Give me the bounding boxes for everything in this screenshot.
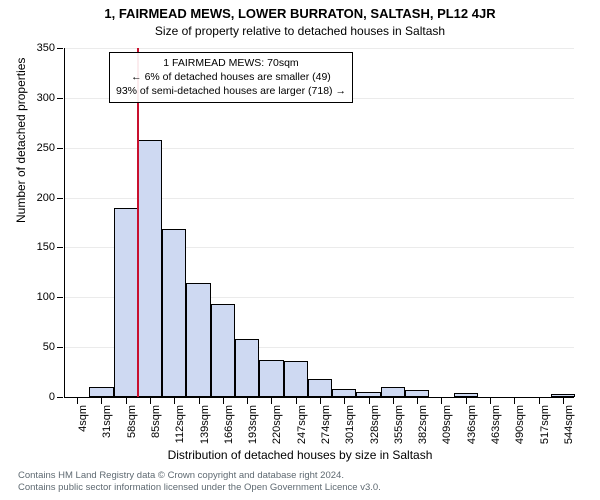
y-tick: [57, 247, 63, 248]
y-tick: [57, 397, 63, 398]
annotation-line: 1 FAIRMEAD MEWS: 70sqm: [116, 56, 346, 70]
histogram-bar: [211, 304, 235, 397]
x-tick: [539, 398, 540, 404]
histogram-bar: [308, 379, 332, 397]
histogram-bar: [381, 387, 405, 397]
x-tick: [101, 398, 102, 404]
x-tick: [199, 398, 200, 404]
x-tick: [271, 398, 272, 404]
y-tick-label: 0: [49, 391, 55, 403]
x-tick: [296, 398, 297, 404]
x-tick: [150, 398, 151, 404]
x-tick-label: 139sqm: [199, 405, 211, 444]
x-tick-label: 517sqm: [539, 405, 551, 444]
x-tick: [77, 398, 78, 404]
x-tick-label: 58sqm: [126, 405, 138, 438]
histogram-bar: [454, 393, 478, 397]
x-tick-label: 490sqm: [514, 405, 526, 444]
y-tick-label: 300: [37, 92, 55, 104]
y-tick: [57, 148, 63, 149]
x-tick-label: 328sqm: [369, 405, 381, 444]
x-tick-label: 220sqm: [271, 405, 283, 444]
y-tick: [57, 347, 63, 348]
y-tick-label: 200: [37, 192, 55, 204]
x-tick: [393, 398, 394, 404]
histogram-bar: [259, 360, 283, 397]
x-tick: [369, 398, 370, 404]
x-tick: [466, 398, 467, 404]
footer-line: Contains HM Land Registry data © Crown c…: [18, 470, 381, 482]
x-tick-label: 409sqm: [441, 405, 453, 444]
y-tick: [57, 198, 63, 199]
plot-area: 0501001502002503003504sqm31sqm58sqm85sqm…: [64, 48, 574, 398]
x-tick: [344, 398, 345, 404]
page-title: 1, FAIRMEAD MEWS, LOWER BURRATON, SALTAS…: [0, 6, 600, 21]
x-tick: [441, 398, 442, 404]
x-tick: [563, 398, 564, 404]
histogram-bar: [186, 283, 210, 397]
annotation-line: 93% of semi-detached houses are larger (…: [116, 84, 346, 98]
chart-container: 1, FAIRMEAD MEWS, LOWER BURRATON, SALTAS…: [0, 0, 600, 500]
x-tick-label: 355sqm: [393, 405, 405, 444]
histogram-bar: [235, 339, 259, 397]
x-tick-label: 274sqm: [320, 405, 332, 444]
histogram-bar: [89, 387, 113, 397]
x-tick: [174, 398, 175, 404]
x-tick-label: 463sqm: [490, 405, 502, 444]
y-tick-label: 350: [37, 42, 55, 54]
annotation-line: ← 6% of detached houses are smaller (49): [116, 70, 346, 84]
x-tick-label: 436sqm: [466, 405, 478, 444]
footer: Contains HM Land Registry data © Crown c…: [18, 470, 381, 494]
x-tick: [514, 398, 515, 404]
x-tick: [247, 398, 248, 404]
x-tick: [223, 398, 224, 404]
x-tick-label: 4sqm: [77, 405, 89, 432]
x-tick-label: 112sqm: [174, 405, 186, 443]
y-tick-label: 150: [37, 241, 55, 253]
x-tick: [490, 398, 491, 404]
histogram-bar: [356, 392, 380, 397]
y-tick: [57, 48, 63, 49]
x-tick-label: 247sqm: [296, 405, 308, 444]
y-tick-label: 100: [37, 291, 55, 303]
x-tick-label: 193sqm: [247, 405, 259, 444]
y-tick: [57, 98, 63, 99]
histogram-bar: [284, 361, 308, 397]
y-axis-label: Number of detached properties: [14, 58, 28, 223]
x-tick-label: 166sqm: [223, 405, 235, 444]
x-tick: [320, 398, 321, 404]
annotation-box: 1 FAIRMEAD MEWS: 70sqm ← 6% of detached …: [109, 52, 353, 103]
x-axis-label: Distribution of detached houses by size …: [0, 448, 600, 462]
x-tick-label: 85sqm: [150, 405, 162, 438]
x-tick: [417, 398, 418, 404]
histogram-bar: [405, 390, 429, 397]
y-tick-label: 50: [43, 341, 55, 353]
x-tick-label: 544sqm: [563, 405, 575, 444]
x-tick-label: 301sqm: [344, 405, 356, 444]
footer-line: Contains public sector information licen…: [18, 482, 381, 494]
x-tick-label: 382sqm: [417, 405, 429, 444]
x-tick-label: 31sqm: [101, 405, 113, 438]
gridline: [65, 48, 574, 49]
x-tick: [126, 398, 127, 404]
page-subtitle: Size of property relative to detached ho…: [0, 24, 600, 38]
y-tick: [57, 297, 63, 298]
histogram-bar: [551, 394, 575, 397]
histogram-bar: [138, 140, 162, 397]
histogram-bar: [114, 208, 138, 397]
histogram-bar: [332, 389, 356, 397]
histogram-bar: [162, 229, 186, 397]
y-tick-label: 250: [37, 142, 55, 154]
